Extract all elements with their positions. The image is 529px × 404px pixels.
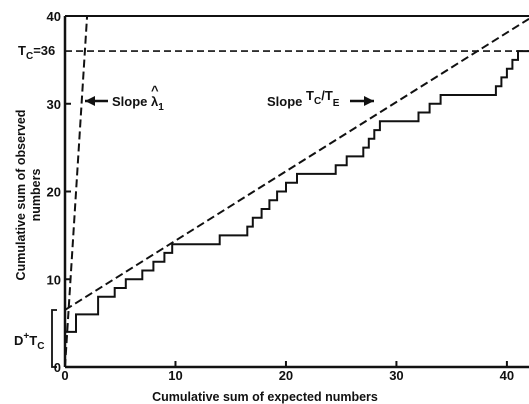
x-axis-label: Cumulative sum of expected numbers xyxy=(152,390,378,404)
series-point xyxy=(252,226,254,228)
series-point xyxy=(511,68,513,70)
series-point xyxy=(417,111,420,114)
series-point xyxy=(261,208,263,210)
series-point xyxy=(335,173,337,175)
series-point xyxy=(285,182,287,184)
series-point xyxy=(152,261,154,263)
series-point xyxy=(152,269,154,272)
axes xyxy=(63,15,529,369)
series-point xyxy=(500,85,502,87)
series-point xyxy=(285,190,287,193)
series xyxy=(64,50,529,333)
series-point xyxy=(125,278,127,280)
x-tick-label: 30 xyxy=(389,368,403,383)
slope1-label: Slope λ1 xyxy=(112,94,164,113)
series-point xyxy=(335,164,337,166)
series-point xyxy=(219,234,221,236)
x-tick-label: 20 xyxy=(279,368,293,383)
y-axis-label-line2: numbers xyxy=(29,169,43,222)
series-point xyxy=(417,120,420,122)
series-point xyxy=(517,59,519,61)
series-point xyxy=(171,243,173,245)
series-point xyxy=(495,94,497,96)
series-point xyxy=(506,76,508,78)
series-point xyxy=(219,243,221,245)
series-point xyxy=(495,85,497,87)
series-line-1 xyxy=(65,50,529,333)
series-point xyxy=(268,208,270,210)
series-point xyxy=(75,313,77,315)
series-point xyxy=(506,68,508,70)
series-point xyxy=(141,269,143,272)
y-tick-label: 20 xyxy=(47,185,61,200)
series-point xyxy=(114,296,116,298)
series-point xyxy=(346,164,348,166)
series-point xyxy=(500,76,502,78)
tc-label: TC=36 xyxy=(18,43,55,62)
reference-lines xyxy=(51,15,529,368)
slope1-hat: ^ xyxy=(151,83,159,98)
series-point xyxy=(246,234,248,236)
series-point xyxy=(362,155,364,157)
slope2-line xyxy=(64,17,529,311)
series-point xyxy=(346,155,348,157)
y-tick-label: 0 xyxy=(54,360,61,375)
series-point xyxy=(373,129,375,131)
series-point xyxy=(276,190,278,193)
series-point xyxy=(296,182,298,184)
y-tick-label: 10 xyxy=(47,272,61,287)
series-point xyxy=(296,173,298,175)
series-point xyxy=(429,103,431,105)
series-point xyxy=(517,50,519,52)
series-point xyxy=(141,278,143,280)
series-point xyxy=(368,147,370,149)
series-point xyxy=(368,138,370,140)
slope1-arrow-head xyxy=(85,96,95,106)
series-point xyxy=(171,252,173,254)
series-point xyxy=(362,147,364,149)
series-point xyxy=(125,287,127,289)
series-point xyxy=(276,199,278,201)
y-axis-label-line1: Cumulative sum of observed xyxy=(14,110,28,281)
series-point xyxy=(429,111,431,114)
y-tick-label: 30 xyxy=(47,97,61,112)
x-tick-label: 0 xyxy=(61,368,68,383)
slope2-arrow-head xyxy=(364,96,374,106)
x-tick-label: 10 xyxy=(168,368,182,383)
series-point xyxy=(511,59,513,61)
annotations: TC=36 D+TC Slope λ1 ^ Slope TC/TE Cumula… xyxy=(14,43,378,404)
series-point xyxy=(379,120,381,122)
tick-labels: 0 10 20 30 40 0 10 20 30 40 xyxy=(47,9,515,383)
slope1-line xyxy=(64,15,89,368)
series-point xyxy=(114,287,116,289)
series-point xyxy=(97,313,99,315)
series-point xyxy=(246,226,248,228)
series-point xyxy=(163,261,165,263)
d-label: D+TC xyxy=(14,331,44,352)
series-point xyxy=(373,138,375,140)
series-point xyxy=(440,94,442,96)
series-point xyxy=(163,252,165,254)
series-point xyxy=(97,296,99,298)
series-point xyxy=(268,199,270,201)
x-tick-label: 40 xyxy=(500,368,514,383)
series-point xyxy=(379,129,381,131)
series-point xyxy=(75,331,77,333)
series-point xyxy=(64,331,66,333)
y-tick-label: 40 xyxy=(47,9,61,24)
d-bracket xyxy=(51,309,57,368)
series-point xyxy=(440,103,442,105)
slope2-label: Slope TC/TE xyxy=(267,88,340,109)
series-point xyxy=(261,217,263,219)
series-point xyxy=(252,217,254,219)
